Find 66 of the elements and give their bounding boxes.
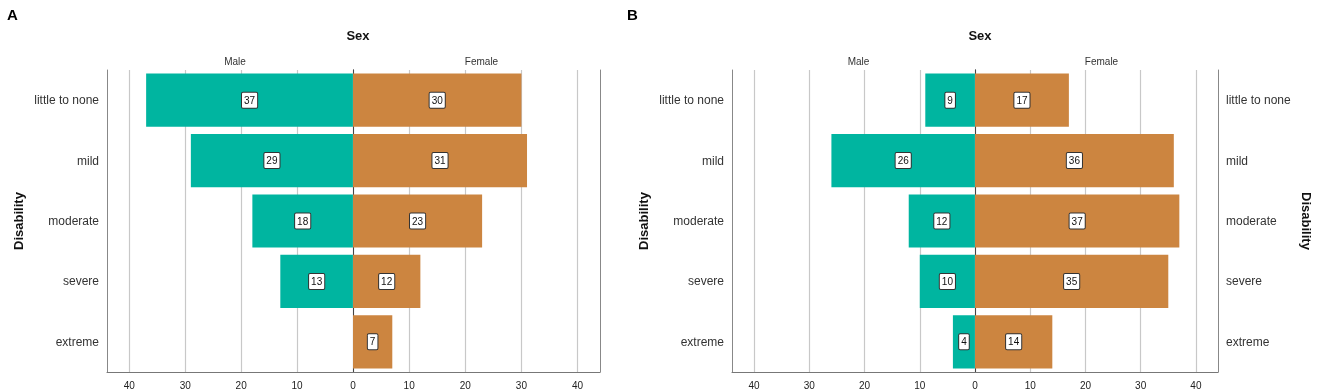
chart-subtitle: Female	[464, 55, 499, 67]
y-tick-label: severe	[687, 274, 725, 289]
data-label: 12	[936, 215, 948, 227]
y-axis-title: Disability	[11, 191, 26, 250]
chart-subtitle: Male	[847, 55, 870, 67]
y-tick-label: severe	[1226, 274, 1263, 289]
x-tick-label: 10	[403, 379, 416, 390]
x-tick-label: 20	[235, 379, 248, 390]
data-label: 37	[244, 94, 256, 106]
data-label: 4	[961, 336, 968, 348]
data-label: 23	[411, 215, 424, 227]
data-label: 13	[311, 275, 323, 287]
data-label: 26	[897, 155, 910, 167]
x-tick-label: 30	[515, 379, 528, 390]
data-label: 31	[434, 155, 447, 167]
x-tick-label: 0	[972, 379, 979, 390]
data-label: 12	[381, 275, 393, 287]
x-tick-label: 10	[291, 379, 304, 390]
text: B	[627, 6, 638, 23]
y-tick-label: mild	[1226, 153, 1249, 168]
text: A	[7, 6, 18, 23]
data-label: 9	[947, 94, 954, 106]
x-tick-label: 10	[914, 379, 926, 390]
y-tick-label: little to none	[1226, 93, 1292, 108]
x-tick-label: 30	[179, 379, 192, 390]
bar	[919, 254, 975, 308]
y-tick-label: mild	[76, 153, 99, 168]
x-tick-label: 30	[803, 379, 816, 390]
data-label: 35	[1066, 275, 1078, 287]
data-label: 7	[369, 336, 376, 348]
chart-subtitle: Female	[1084, 55, 1119, 67]
x-tick-label: 40	[748, 379, 761, 390]
x-tick-label: 20	[459, 379, 472, 390]
data-label: 29	[266, 155, 278, 167]
chart-subtitle: Male	[224, 55, 247, 67]
y-axis-title: Disability	[636, 191, 651, 250]
y-tick-label: moderate	[48, 214, 100, 228]
y-tick-label: little to none	[659, 93, 725, 108]
x-tick-label: 40	[1190, 379, 1202, 390]
y-axis-title: Disability	[1299, 192, 1314, 251]
x-tick-label: 10	[1024, 379, 1037, 390]
x-tick-label: 30	[1135, 379, 1147, 390]
x-tick-label: 20	[1079, 379, 1092, 390]
x-tick-label: 40	[571, 379, 584, 390]
data-label: 14	[1008, 336, 1020, 348]
x-tick-label: 40	[123, 379, 136, 390]
chart-title: Sex	[968, 28, 993, 43]
data-label: 10	[941, 275, 954, 287]
y-tick-label: extreme	[680, 334, 725, 349]
data-label: 17	[1016, 94, 1028, 106]
y-tick-label: little to none	[34, 93, 100, 108]
data-label: 37	[1071, 215, 1084, 227]
chart-title: Sex	[346, 28, 371, 43]
data-label: 18	[297, 215, 309, 227]
bar	[908, 194, 975, 248]
x-tick-label: 0	[350, 379, 357, 390]
y-tick-label: extreme	[1226, 334, 1270, 349]
y-tick-label: extreme	[55, 334, 100, 349]
bar	[353, 315, 393, 369]
x-tick-label: 20	[858, 379, 871, 390]
y-tick-label: mild	[701, 153, 724, 168]
data-label: 36	[1068, 155, 1081, 167]
data-label: 30	[431, 94, 444, 106]
y-tick-label: moderate	[673, 214, 725, 228]
y-tick-label: severe	[62, 274, 100, 289]
y-tick-label: moderate	[1226, 214, 1278, 228]
